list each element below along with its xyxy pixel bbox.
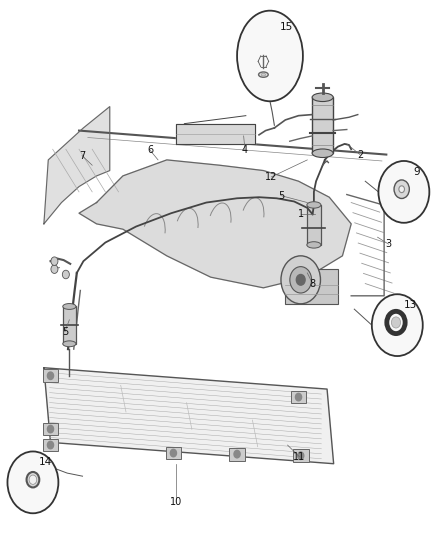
Ellipse shape [237,11,302,101]
Bar [42,439,58,451]
Circle shape [391,317,399,328]
Ellipse shape [306,202,320,208]
Text: 10: 10 [170,497,182,507]
Ellipse shape [311,93,332,101]
Bar [306,205,320,245]
Text: 4: 4 [241,146,247,155]
Ellipse shape [258,72,268,77]
Circle shape [233,450,240,458]
Circle shape [47,441,53,449]
Ellipse shape [398,186,403,192]
Bar [292,449,308,462]
Circle shape [47,372,53,379]
Circle shape [297,452,303,459]
Circle shape [62,270,69,279]
Text: 15: 15 [279,21,293,31]
Circle shape [295,393,301,401]
Ellipse shape [371,294,422,356]
Ellipse shape [378,161,428,223]
Ellipse shape [7,451,58,513]
Bar [165,447,181,459]
Bar [42,369,58,382]
Ellipse shape [393,180,408,198]
Text: 5: 5 [277,191,283,200]
Ellipse shape [311,149,332,158]
Text: 12: 12 [265,172,277,182]
Circle shape [289,266,311,293]
Ellipse shape [26,472,39,487]
Ellipse shape [306,242,320,248]
Ellipse shape [63,341,76,346]
Bar [229,448,244,461]
Polygon shape [175,124,254,144]
Circle shape [170,449,176,457]
Text: 13: 13 [403,300,416,310]
Circle shape [280,256,320,304]
Bar [290,391,306,403]
Bar [285,269,337,304]
Text: 6: 6 [147,146,153,155]
Ellipse shape [261,74,265,76]
Polygon shape [79,160,350,288]
Polygon shape [44,107,110,224]
Bar [311,98,332,154]
Circle shape [47,425,53,433]
Circle shape [296,274,304,285]
Text: 9: 9 [412,167,419,177]
Bar [63,306,76,344]
Text: 7: 7 [79,151,85,160]
Circle shape [51,257,58,265]
Text: 5: 5 [62,327,68,336]
Ellipse shape [63,303,76,309]
Circle shape [29,475,37,484]
Polygon shape [44,368,333,464]
Text: 3: 3 [385,239,391,249]
Circle shape [51,265,58,273]
Text: 8: 8 [309,279,315,288]
Bar [42,423,58,435]
Text: 1: 1 [297,209,303,219]
Text: 11: 11 [293,452,305,462]
Text: 2: 2 [356,150,362,159]
Ellipse shape [386,311,404,334]
Text: 14: 14 [39,457,52,467]
